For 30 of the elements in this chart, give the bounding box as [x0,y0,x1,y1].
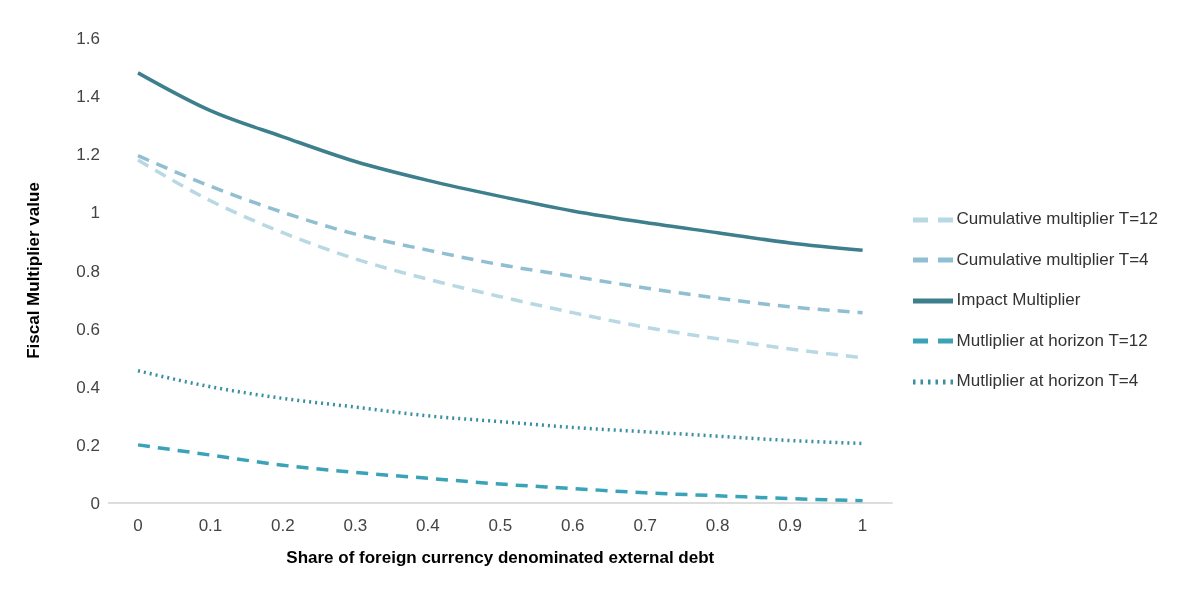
legend-label: Cumulative multiplier T=4 [956,249,1149,269]
x-tick-label: 0.9 [778,516,802,536]
x-tick-label: 0 [133,516,143,536]
x-tick-label: 0.5 [488,516,513,536]
y-tick-label: 0.6 [76,319,100,339]
line-series [136,153,865,315]
legend-label: Mutliplier at horizon T=12 [956,330,1148,350]
x-tick-label: 1 [857,516,868,536]
y-tick-label: 1.2 [76,145,100,165]
x-tick-label: 0.6 [560,516,585,536]
line-series [136,443,865,503]
y-axis-title: Fiscal Multiplier value [24,182,44,359]
y-tick-label: 1.6 [76,29,100,49]
legend-label: Cumulative multiplier T=12 [956,209,1158,229]
x-tick-label: 0.8 [705,516,730,536]
legend-label: Mutliplier at horizon T=4 [956,371,1139,391]
y-tick-label: 0 [90,494,100,514]
y-tick-label: 0.4 [76,377,100,397]
y-tick-label: 0.8 [76,261,100,281]
x-tick-label: 0.7 [633,516,658,536]
legend-label: Impact Multiplier [956,290,1081,310]
y-tick-label: 1.4 [76,87,100,107]
x-tick-label: 0.1 [198,516,223,536]
x-tick-label: 0.3 [343,516,368,536]
x-tick-label: 0.2 [271,516,295,536]
y-tick-label: 0.2 [76,435,100,455]
line-series [136,71,865,252]
x-axis-title: Share of foreign currency denominated external debt [286,548,715,567]
x-tick-label: 0.4 [416,516,440,536]
y-tick-label: 1 [90,203,100,223]
